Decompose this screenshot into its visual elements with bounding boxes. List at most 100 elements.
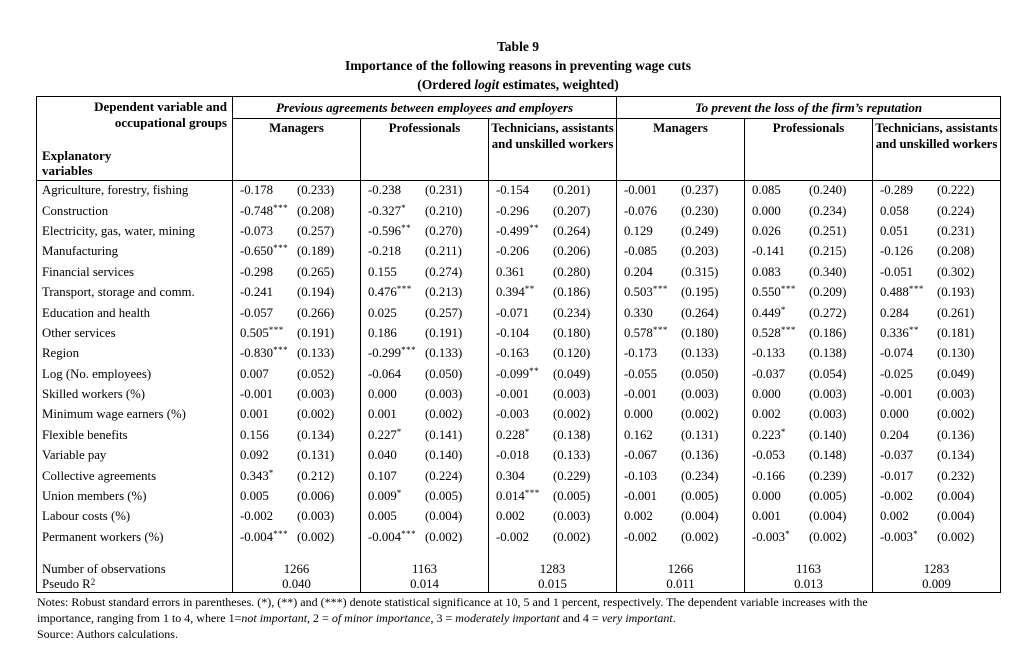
std-error: (0.140) (809, 427, 847, 442)
significance-stars: ** (529, 365, 540, 376)
coefficient: -0.001 (240, 387, 274, 402)
row-label: Variable pay (42, 448, 107, 463)
coefficient: 0.361 (496, 264, 525, 279)
coefficient: -0.037 (880, 448, 914, 463)
coefficient: -0.002 (624, 529, 658, 544)
std-error: (0.249) (681, 223, 719, 238)
estimate-cell: -0.001 (0.237) (616, 180, 745, 201)
estimate-cell: -0.173 (0.133) (616, 343, 745, 365)
std-error: (0.003) (553, 509, 591, 524)
coefficient: 0.394** (496, 284, 535, 300)
coefficient: 0.449* (752, 304, 786, 320)
estimate-cell: 0.488*** (0.193) (872, 282, 1001, 303)
significance-stars: *** (273, 202, 289, 213)
estimate-cell: -0.018 (0.133) (487, 445, 617, 466)
estimate-cell: -0.178 (0.233) (232, 180, 361, 201)
estimate-cell: -0.085 (0.203) (616, 241, 745, 263)
row-label: Flexible benefits (42, 427, 128, 442)
std-error: (0.302) (937, 264, 975, 279)
estimate-cell: -0.037 (0.054) (744, 364, 873, 385)
coefficient: -0.073 (240, 223, 274, 238)
coefficient: 0.204 (880, 427, 909, 442)
estimate-cell: -0.001 (0.003) (616, 384, 745, 405)
subcolumn-header-row: Managers Professionals Technicians, assi… (37, 118, 1001, 181)
std-error: (0.181) (937, 325, 975, 340)
std-error: (0.133) (425, 346, 463, 361)
std-error: (0.195) (681, 285, 719, 300)
summary-row: Number of observations 1266 1163 1283 1266 11… (37, 561, 1001, 577)
estimate-cell: -0.298 (0.265) (232, 262, 361, 283)
std-error: (0.231) (937, 223, 975, 238)
row-label: Education and health (42, 305, 151, 320)
summary-value: 1266 (232, 561, 361, 577)
coefficient: 0.505*** (240, 324, 284, 340)
estimate-cell: 0.002 (0.003) (487, 506, 617, 528)
significance-stars: * (913, 528, 919, 539)
std-error: (0.257) (425, 305, 463, 320)
row-label: Other services (42, 325, 116, 340)
coefficient: -0.299*** (368, 345, 417, 361)
estimate-cell: -0.241 (0.194) (232, 282, 361, 303)
coefficient: -0.002 (880, 489, 914, 504)
row-label: Union members (%) (42, 489, 147, 504)
coefficient: -0.218 (368, 244, 402, 259)
estimate-cell: -0.830*** (0.133) (232, 343, 361, 365)
significance-stars: *** (780, 324, 796, 335)
notes-italic-segment: very important (601, 610, 673, 625)
spacer-row (37, 547, 1001, 562)
significance-stars: *** (396, 284, 412, 295)
coefficient: 0.000 (752, 489, 781, 504)
summary-value: 0.011 (616, 576, 745, 593)
estimate-cell: -0.004*** (0.002) (232, 527, 361, 548)
coefficient: 0.025 (368, 305, 397, 320)
estimate-cell: 0.156 (0.134) (232, 425, 361, 446)
estimate-cell: -0.141 (0.215) (744, 241, 873, 263)
coefficient: -0.003* (752, 528, 791, 544)
coefficient: -0.103 (624, 468, 658, 483)
corner-header-cell: Dependent variable and occupational grou… (36, 96, 233, 181)
coefficient: 0.058 (880, 203, 909, 218)
estimate-cell: 0.005 (0.006) (232, 486, 361, 507)
table-row: Flexible benefits 0.156 (0.134) 0.227* (0.14… (37, 425, 1001, 446)
significance-stars: * (396, 426, 402, 437)
coefficient: 0.000 (880, 407, 909, 422)
estimate-cell: 0.155 (0.274) (360, 262, 489, 283)
estimate-cell: 0.040 (0.140) (360, 445, 489, 466)
std-error: (0.002) (553, 529, 591, 544)
coefficient: 0.000 (368, 387, 397, 402)
std-error: (0.141) (425, 427, 463, 442)
estimate-cell: -0.218 (0.211) (360, 241, 489, 263)
estimate-cell: -0.001 (0.003) (487, 384, 617, 405)
std-error: (0.050) (681, 366, 719, 381)
std-error: (0.274) (425, 264, 463, 279)
estimate-cell: -0.002 (0.002) (487, 527, 617, 548)
row-label: Log (No. employees) (42, 366, 152, 381)
std-error: (0.134) (937, 448, 975, 463)
table-row: Transport, storage and comm. -0.241 (0.194… (37, 282, 1001, 303)
significance-stars: ** (529, 222, 540, 233)
std-error: (0.002) (937, 407, 975, 422)
estimate-cell: 0.002 (0.004) (872, 506, 1001, 528)
significance-stars: * (524, 426, 530, 437)
estimate-cell: 0.025 (0.257) (360, 302, 489, 324)
coefficient: 0.488*** (880, 284, 924, 300)
row-label: Electricity, gas, water, mining (42, 223, 195, 238)
estimate-cell: -0.055 (0.050) (616, 364, 745, 385)
col-header-technicians-1: Technicians, assistants and unskilled wo… (487, 118, 617, 181)
significance-stars: *** (908, 284, 924, 295)
significance-stars: *** (401, 345, 417, 356)
group-header-firm-reputation: To prevent the loss of the firm’s reputa… (616, 96, 1001, 119)
coefficient: -0.076 (624, 203, 658, 218)
summary-value: 0.040 (232, 576, 361, 593)
summary-label: Pseudo R2 (42, 576, 96, 591)
estimate-cell: 0.001 (0.002) (360, 404, 489, 426)
std-error: (0.208) (297, 203, 335, 218)
std-error: (0.131) (297, 448, 335, 463)
std-error: (0.189) (297, 244, 335, 259)
significance-stars: * (785, 528, 791, 539)
estimate-cell: 0.005 (0.004) (360, 506, 489, 528)
table-row: Region -0.830*** (0.133) -0.299*** (0.133) -0… (37, 343, 1001, 365)
table-row: Labour costs (%) -0.002 (0.003) 0.005 (0.004… (37, 506, 1001, 528)
std-error: (0.002) (425, 407, 463, 422)
coefficient: 0.002 (624, 509, 653, 524)
